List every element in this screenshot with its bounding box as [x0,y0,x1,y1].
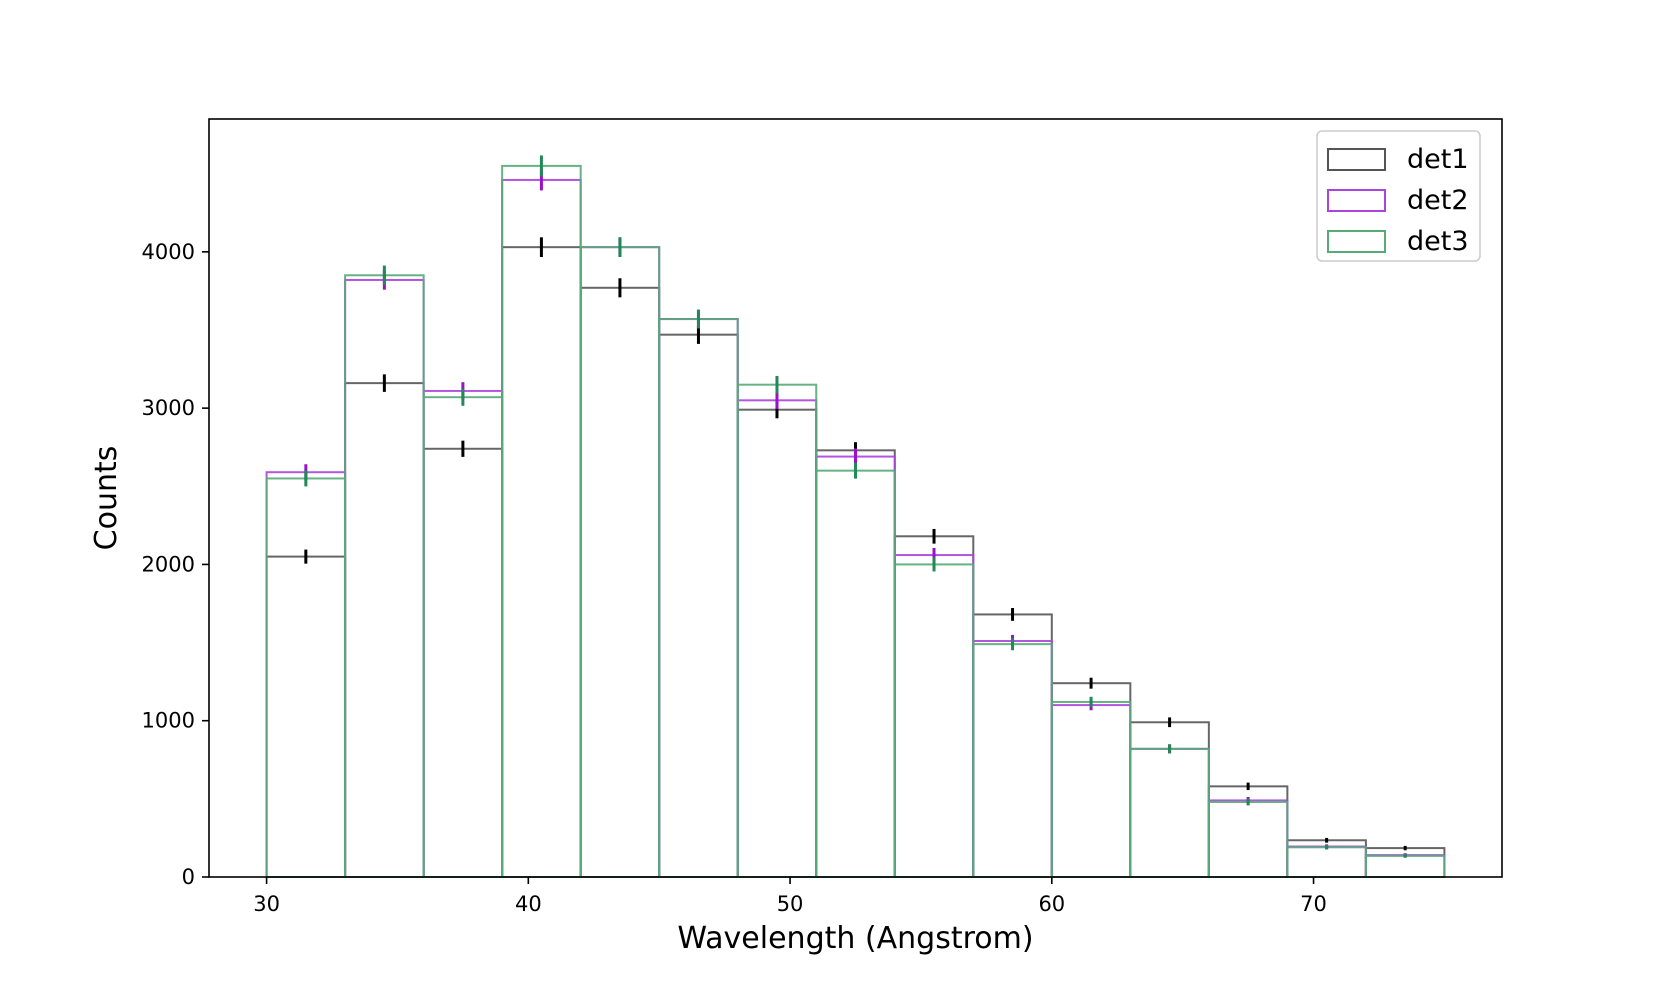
y-tick-label: 2000 [142,552,195,576]
det3-bar [736,383,818,878]
y-axis-label: Counts [89,446,124,551]
det2-bar [893,554,975,878]
det2-legend-swatch [1327,189,1386,212]
x-tick-label: 40 [515,892,542,916]
det2-bar [579,246,661,879]
y-tick-label: 0 [182,865,195,889]
plot-frame [208,118,1503,878]
det3-bar [422,396,504,878]
det2-bar [1207,799,1289,879]
det3-bar [1207,800,1289,878]
det1-bar [1050,682,1132,879]
x-tick-label: 70 [1300,892,1327,916]
det2-bar [736,399,818,878]
det3-bar [344,274,425,879]
det2-bar [1364,854,1446,878]
det3-bar [579,246,661,879]
y-axis-ticks: 0 1000 2000 3000 4000 [142,240,209,889]
det3-bar [1364,854,1446,878]
det1-bar [1364,847,1446,879]
det2-bar [1286,845,1367,878]
det3-bar [815,469,896,878]
det1-legend-swatch [1327,148,1386,171]
x-axis-ticks: 30 40 50 60 70 [253,877,1327,916]
error-bars [304,155,1407,858]
det2-bar [972,640,1053,879]
det1-bar [893,535,975,878]
det1-legend-label: det1 [1407,144,1469,175]
det1-bar [501,246,582,879]
det3-bar [1286,846,1367,879]
y-tick-label: 4000 [142,240,195,264]
x-axis-label: Wavelength (Angstrom) [677,921,1033,956]
det1-bar [344,382,425,878]
legend: det1 det2 det3 [1316,130,1481,262]
det1-bar [265,555,347,879]
det3-bar [972,643,1053,878]
x-tick-label: 50 [777,892,804,916]
x-tick-label: 60 [1038,892,1065,916]
det1-bar [972,613,1053,878]
det2-bar [1129,747,1210,879]
det2-bar [344,278,425,879]
det3-bar [265,477,347,878]
det3-bar [1129,747,1210,879]
det1-bar [422,447,504,878]
det3-bar [1050,700,1132,879]
det2-bar [815,455,896,878]
det2-bar [658,318,739,878]
det2-bar [265,471,347,878]
det1-bar [579,286,661,878]
det3-bar [501,164,582,878]
det1-bar [736,408,818,878]
det3-legend-label: det3 [1407,226,1469,257]
histogram-bars [265,164,1446,879]
det1-bar [658,333,739,878]
det2-legend-label: det2 [1407,185,1469,216]
y-tick-label: 1000 [142,709,195,733]
det3-bar [658,318,739,878]
det2-bar [501,178,582,878]
det2-bar [1050,704,1132,878]
det1-bar [815,449,896,878]
legend-box [1316,130,1481,262]
det2-bar [422,389,504,878]
y-tick-label: 3000 [142,396,195,420]
det3-bar [893,563,975,878]
x-tick-label: 30 [253,892,280,916]
det3-legend-swatch [1327,230,1386,253]
